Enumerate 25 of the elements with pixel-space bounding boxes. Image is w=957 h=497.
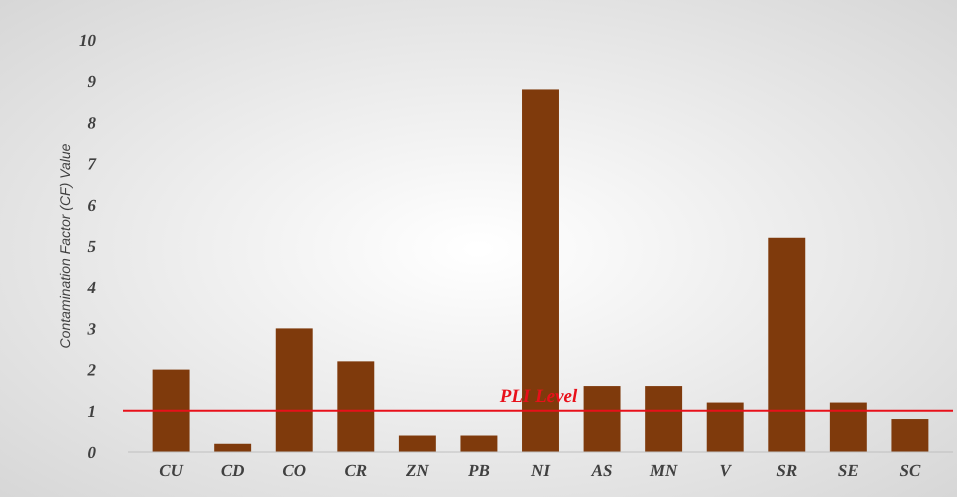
x-tick-label: CO bbox=[282, 461, 306, 480]
y-tick-label: 8 bbox=[88, 113, 96, 132]
x-tick-label: SE bbox=[838, 461, 859, 480]
y-tick-label: 0 bbox=[88, 442, 96, 462]
x-tick-label: CU bbox=[159, 461, 184, 480]
x-tick-label: ZN bbox=[405, 461, 430, 480]
x-tick-label: SR bbox=[776, 461, 798, 480]
y-tick-label: 5 bbox=[88, 236, 96, 256]
x-tick-label: CR bbox=[344, 461, 368, 480]
x-tick-label: SC bbox=[900, 461, 921, 480]
y-axis-title: Contamination Factor (CF) Value bbox=[57, 143, 73, 348]
y-tick-label: 6 bbox=[88, 196, 96, 215]
x-tick-label: AS bbox=[590, 461, 612, 480]
y-tick-label: 2 bbox=[86, 360, 96, 380]
x-tick-label: V bbox=[720, 461, 733, 480]
x-tick-label: PB bbox=[467, 461, 490, 480]
x-tick-label: CD bbox=[220, 461, 244, 480]
y-tick-label: 10 bbox=[79, 30, 96, 50]
y-tick-label: 1 bbox=[88, 402, 96, 421]
y-tick-label: 4 bbox=[86, 278, 96, 298]
y-tick-label: 3 bbox=[86, 319, 96, 338]
y-tick-label: 9 bbox=[88, 72, 96, 92]
x-tick-label: MN bbox=[648, 461, 678, 480]
x-tick-label: NI bbox=[530, 461, 552, 480]
y-tick-label: 7 bbox=[88, 154, 98, 174]
